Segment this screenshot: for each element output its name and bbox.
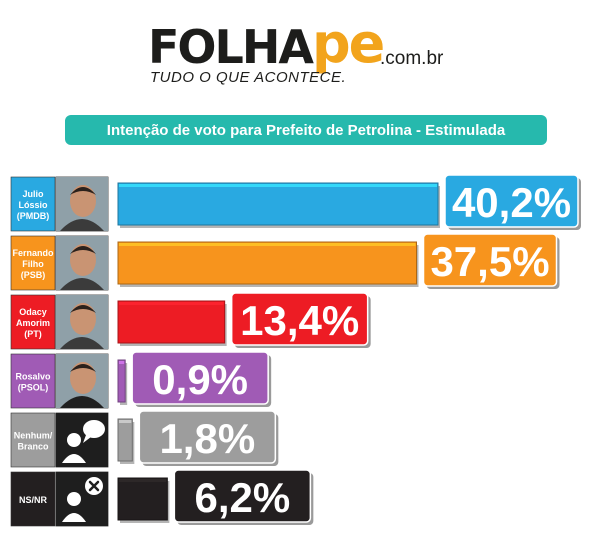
value-badge [138,410,277,464]
candidate-hair [70,187,96,195]
bar-highlight [119,243,416,246]
candidate-shirt [60,337,104,349]
logo-pe: pe [312,12,385,75]
category-label: Julio [22,189,44,199]
person-head-icon [67,433,81,447]
value-badge [131,351,269,405]
category-label: Branco [17,442,49,452]
person-head-icon [67,492,81,506]
data-label: 0,9% [152,356,248,403]
category-label: (PSOL) [18,383,49,393]
data-label: 6,2% [194,474,290,521]
category-label: Lóssio [18,200,48,210]
candidate-face-icon [70,303,96,335]
bar-row: Nenhum/Branco 1,8% [10,410,279,468]
bar-row: Rosalvo(PSOL) 0,9% [10,351,272,409]
category-label-box [10,294,56,350]
value-badge [230,292,369,346]
bar [117,359,126,403]
category-label: (PSB) [21,270,46,280]
category-label: Odacy [19,307,47,317]
bar [117,182,439,226]
bar-highlight [119,420,132,423]
person-body-icon [62,513,86,522]
category-label-box [10,412,56,468]
bar-highlight [119,361,125,364]
category-label: NS/NR [19,495,48,505]
category-label-box [10,235,56,291]
bar-highlight [119,302,224,305]
folhape-logo: FOLHA pe .com.br TUDO O QUE ACONTECE. [148,16,448,88]
bar [117,300,226,344]
speech-bubble-tail [83,435,91,443]
chart-title: Intenção de voto para Prefeito de Petrol… [65,115,547,145]
candidate-shirt [60,396,104,408]
bar [117,241,418,285]
category-label-box [10,471,56,527]
bar-highlight [119,184,437,187]
data-label: 40,2% [452,179,571,226]
category-label: Fernando [12,248,54,258]
category-label: (PT) [24,329,42,339]
category-label: (PMDB) [17,211,50,221]
data-label: 37,5% [430,238,549,285]
category-label: Rosalvo [15,372,51,382]
category-label-box [10,353,56,409]
logo-tagline: TUDO O QUE ACONTECE. [150,69,347,86]
speech-bubble-icon [83,420,105,438]
bar [117,477,168,521]
category-label: Filho [22,259,44,269]
bar [117,418,133,462]
person-body-icon [62,454,86,463]
candidate-face-icon [70,185,96,217]
data-label: 1,8% [159,415,255,462]
logo-domain: .com.br [380,48,444,69]
category-label: Nenhum/ [14,431,53,441]
category-label: Amorim [16,318,50,328]
value-badge [173,469,312,523]
value-badge [444,174,579,228]
candidate-hair [70,305,96,313]
value-badge [422,233,558,287]
x-mark-icon [88,480,100,492]
candidate-hair [70,364,96,372]
bar-row: NS/NR 6,2% [10,469,314,527]
logo-wordmark: FOLHA [148,20,314,74]
candidate-face-icon [70,244,96,276]
candidate-face-icon [70,362,96,394]
candidate-hair [70,246,96,254]
data-label: 13,4% [240,297,359,344]
candidate-shirt [60,278,104,290]
bar-highlight [119,479,167,482]
candidate-shirt [60,219,104,231]
category-label-box [10,176,56,232]
